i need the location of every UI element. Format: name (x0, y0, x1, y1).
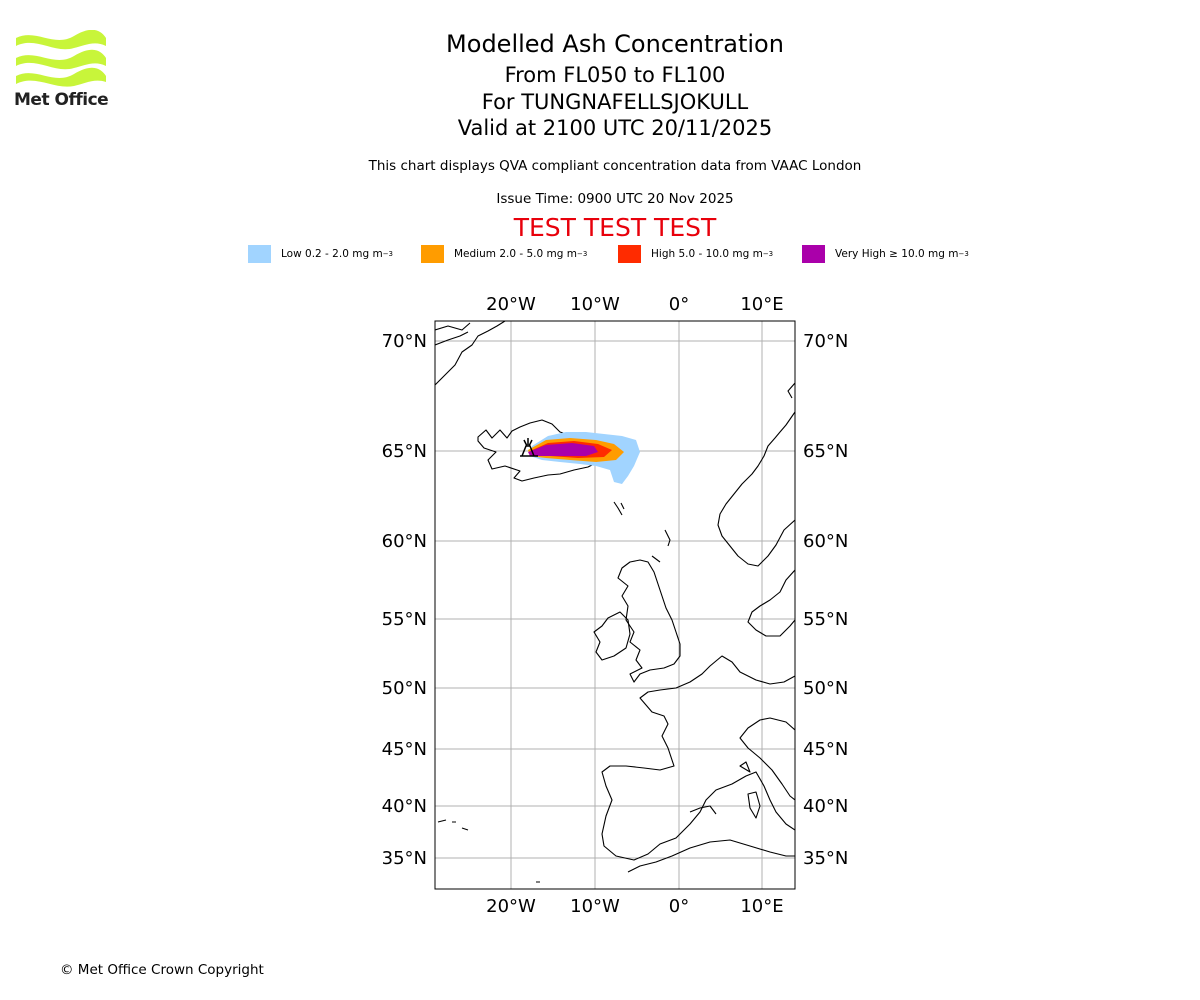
legend-item-very-high: Very High ≥ 10.0 mg m −3 (802, 244, 969, 263)
lat-label-right-65n: 65°N (803, 441, 848, 462)
ash-plume (528, 432, 640, 484)
copyright: © Met Office Crown Copyright (60, 962, 264, 978)
test-banner: TEST TEST TEST (513, 213, 717, 242)
legend-label-very-high: Very High ≥ 10.0 mg m (835, 247, 959, 260)
lat-label-right-45n: 45°N (803, 739, 848, 760)
lat-label-left-60n: 60°N (382, 531, 427, 552)
lat-label-left-50n: 50°N (382, 678, 427, 699)
lat-label-right-70n: 70°N (803, 331, 848, 352)
volcano-name: For TUNGNAFELLSJOKULL (481, 90, 749, 114)
lon-label-top-10w: 10°W (570, 294, 620, 315)
lon-label-bottom-0: 0° (669, 896, 689, 917)
legend-item-high: High 5.0 - 10.0 mg m −3 (618, 244, 773, 263)
flight-levels: From FL050 to FL100 (504, 63, 726, 87)
chart-title: Modelled Ash Concentration (446, 30, 784, 58)
legend-swatch-low (248, 244, 271, 263)
map-gridlines (435, 321, 795, 889)
legend-item-medium: Medium 2.0 - 5.0 mg m −3 (421, 244, 587, 263)
legend-label-low: Low 0.2 - 2.0 mg m (281, 247, 383, 260)
coastlines (435, 321, 795, 883)
lon-label-top-20w: 20°W (486, 294, 536, 315)
legend-swatch-medium (421, 244, 444, 263)
valid-time: Valid at 2100 UTC 20/11/2025 (457, 116, 773, 140)
legend-label-medium: Medium 2.0 - 5.0 mg m (454, 247, 577, 260)
lon-label-bottom-10e: 10°E (740, 896, 783, 917)
lat-label-left-65n: 65°N (382, 441, 427, 462)
legend-swatch-high (618, 244, 641, 263)
lat-label-right-50n: 50°N (803, 678, 848, 699)
lat-label-left-35n: 35°N (382, 848, 427, 869)
lat-label-left-70n: 70°N (382, 331, 427, 352)
lon-label-top-10e: 10°E (740, 294, 783, 315)
met-office-waves-icon (16, 29, 106, 87)
legend-label-high: High 5.0 - 10.0 mg m (651, 247, 763, 260)
map-frame (434, 320, 796, 890)
lat-label-right-55n: 55°N (803, 609, 848, 630)
met-office-logo: Met Office (14, 29, 110, 114)
lat-label-left-45n: 45°N (382, 739, 427, 760)
lat-label-right-60n: 60°N (803, 531, 848, 552)
lat-label-right-40n: 40°N (803, 796, 848, 817)
chart-description: This chart displays QVA compliant concen… (368, 158, 862, 174)
issue-time: Issue Time: 0900 UTC 20 Nov 2025 (496, 191, 734, 207)
legend-swatch-very-high (802, 244, 825, 263)
lat-label-left-55n: 55°N (382, 609, 427, 630)
lon-label-top-0: 0° (669, 294, 689, 315)
lon-label-bottom-10w: 10°W (570, 896, 620, 917)
lat-label-right-35n: 35°N (803, 848, 848, 869)
lat-label-left-40n: 40°N (382, 796, 427, 817)
volcano-icon (520, 438, 538, 457)
lon-label-bottom-20w: 20°W (486, 896, 536, 917)
legend-item-low: Low 0.2 - 2.0 mg m −3 (248, 244, 393, 263)
ash-very-high-region (528, 443, 598, 456)
logo-text: Met Office (14, 90, 109, 110)
